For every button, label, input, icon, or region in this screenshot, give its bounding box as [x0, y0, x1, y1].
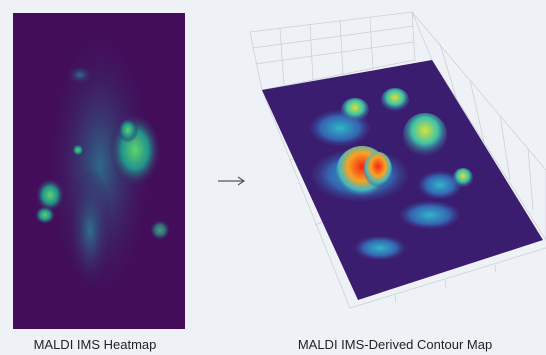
heatmap-image	[13, 13, 185, 329]
left-caption: MALDI IMS Heatmap	[34, 337, 157, 352]
right-caption: MALDI IMS-Derived Contour Map	[298, 337, 492, 352]
arrow	[218, 177, 244, 185]
figure: MALDI IMS Heatmap MALDI IMS-Derived Cont…	[0, 0, 546, 355]
contour-plot-image	[250, 12, 546, 308]
